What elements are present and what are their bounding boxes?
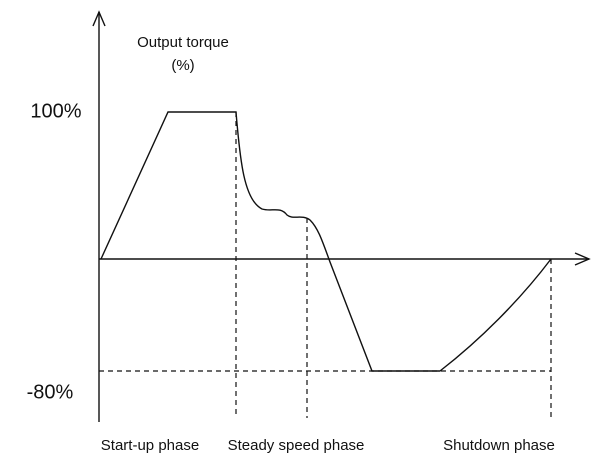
level-label: 100% <box>30 100 81 122</box>
axis-title: Output torque <box>137 34 229 51</box>
y-axis-arrow <box>92 10 106 27</box>
phase-label: Shutdown phase <box>443 437 555 454</box>
torque-curve <box>100 111 552 372</box>
x-axis-arrow <box>574 252 591 266</box>
level-label: -80% <box>27 381 74 403</box>
phase-label: Steady speed phase <box>228 437 365 454</box>
phase-label: Start-up phase <box>101 437 199 454</box>
axis-title: (%) <box>171 57 194 74</box>
